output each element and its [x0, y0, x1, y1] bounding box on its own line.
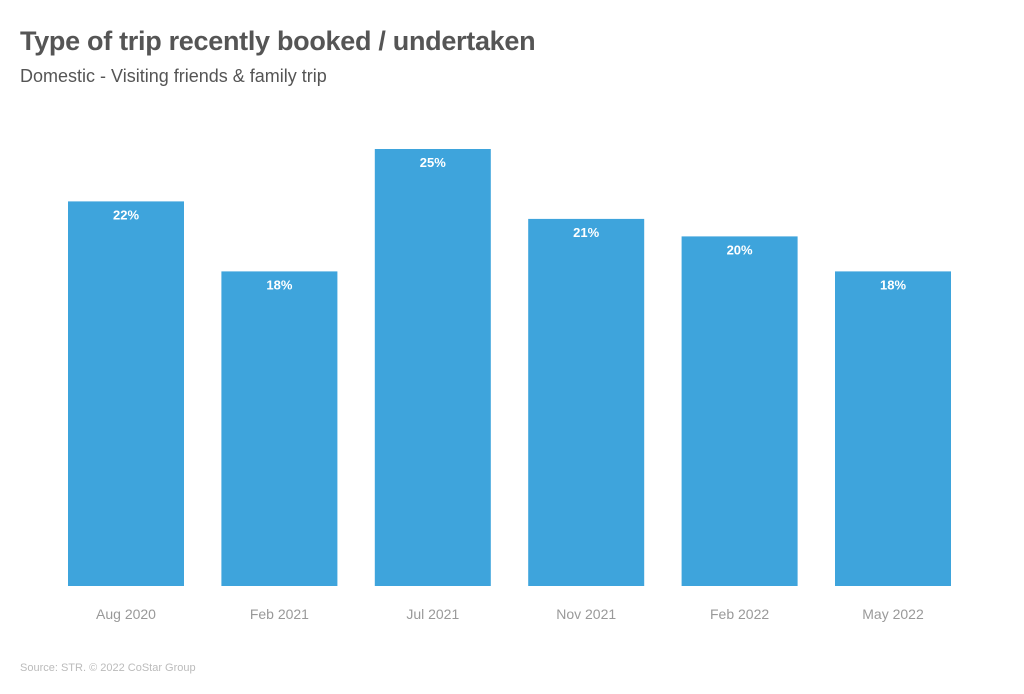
bar-value-label: 20% — [727, 242, 753, 257]
chart-title: Type of trip recently booked / undertake… — [20, 26, 536, 56]
x-tick-label: Jul 2021 — [406, 606, 459, 622]
bar-value-label: 25% — [420, 155, 446, 170]
x-tick-label: Nov 2021 — [556, 606, 616, 622]
bar-aug-2020 — [68, 201, 184, 586]
x-tick-label: May 2022 — [862, 606, 924, 622]
bar-nov-2021 — [528, 218, 645, 586]
bar-value-label: 18% — [880, 277, 906, 292]
bar-jul-2021 — [374, 149, 491, 586]
source-note: Source: STR. © 2022 CoStar Group — [20, 662, 196, 674]
bar-value-label: 21% — [573, 225, 599, 240]
bar-value-label: 18% — [266, 277, 292, 292]
chart-subtitle: Domestic - Visiting friends & family tri… — [20, 66, 327, 86]
bar-may-2022 — [835, 271, 951, 586]
x-tick-label: Feb 2022 — [710, 606, 769, 622]
bar-feb-2022 — [681, 236, 798, 586]
bar-feb-2021 — [221, 271, 338, 586]
x-tick-label: Feb 2021 — [250, 606, 309, 622]
x-tick-label: Aug 2020 — [96, 606, 156, 622]
bar-value-label: 22% — [113, 207, 139, 222]
